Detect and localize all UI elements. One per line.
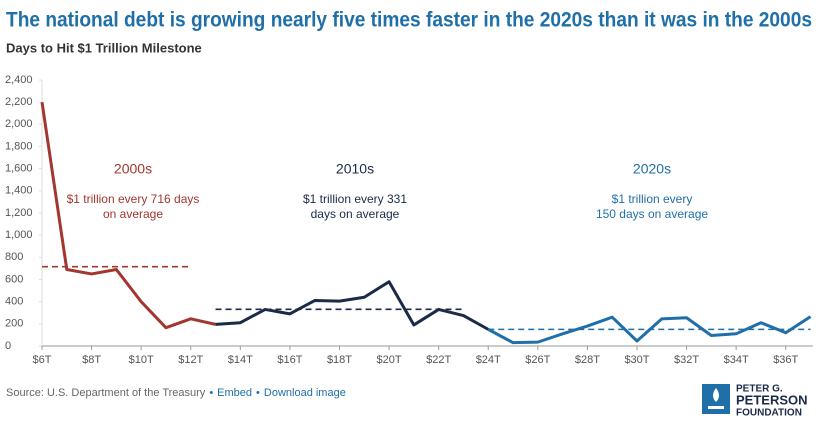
x-tick-label: $26T: [525, 354, 550, 366]
x-tick-label: $28T: [575, 354, 600, 366]
y-tick-label: 400: [5, 296, 23, 308]
logo-flame: [708, 388, 724, 409]
y-tick-label: 200: [5, 318, 23, 330]
logo-text: FOUNDATION: [736, 408, 802, 419]
x-tick-label: $20T: [377, 354, 402, 366]
source: Source: U.S. Department of the Treasury •…: [6, 387, 346, 399]
annotation: on average: [103, 207, 163, 221]
y-tick-label: 800: [5, 251, 23, 263]
separator: •: [209, 387, 213, 399]
x-tick-label: $18T: [327, 354, 352, 366]
separator: •: [256, 387, 260, 399]
x-tick-label: $16T: [277, 354, 302, 366]
x-tick-label: $32T: [674, 354, 699, 366]
x-tick-label: $24T: [476, 354, 501, 366]
source-text: Source: U.S. Department of the Treasury: [6, 387, 206, 399]
y-tick-label: 1,600: [5, 163, 33, 175]
x-tick-label: $14T: [228, 354, 253, 366]
annotation: 150 days on average: [596, 207, 708, 221]
footer-link[interactable]: Embed: [217, 387, 252, 399]
x-tick-label: $34T: [724, 354, 749, 366]
x-tick-label: $10T: [129, 354, 154, 366]
x-tick-label: $8T: [82, 354, 101, 366]
series-line: [40, 101, 216, 330]
footer-link[interactable]: Download image: [264, 387, 346, 399]
y-tick-label: 2,400: [5, 74, 33, 86]
chart-subtitle: Days to Hit $1 Trillion Milestone: [6, 40, 202, 55]
series-label: 2010s: [336, 161, 374, 177]
y-tick-label: 0: [5, 340, 11, 352]
x-tick-label: $36T: [773, 354, 798, 366]
annotation: $1 trillion every 716 days: [67, 192, 200, 206]
x-tick-label: $30T: [624, 354, 649, 366]
annotation: days on average: [311, 207, 400, 221]
x-tick-label: $6T: [33, 354, 52, 366]
logo-text: PETER G.: [736, 384, 783, 395]
series-label: 2000s: [114, 161, 152, 177]
y-tick-label: 2,000: [5, 118, 33, 130]
x-tick-label: $22T: [426, 354, 451, 366]
y-tick-label: 1,000: [5, 229, 33, 241]
series-line: [215, 280, 489, 331]
logo-text: PETERSON: [736, 392, 808, 407]
y-tick-label: 2,200: [5, 96, 33, 108]
annotation: $1 trillion every 331: [303, 192, 407, 206]
y-tick-label: 1,400: [5, 185, 33, 197]
x-tick-label: $12T: [178, 354, 203, 366]
chart-title: The national debt is growing nearly five…: [6, 9, 812, 32]
y-tick-label: 1,200: [5, 207, 33, 219]
y-tick-label: 600: [5, 273, 23, 285]
series-label: 2020s: [633, 161, 671, 177]
y-tick-label: 1,800: [5, 140, 33, 152]
annotation: $1 trillion every: [612, 192, 693, 206]
